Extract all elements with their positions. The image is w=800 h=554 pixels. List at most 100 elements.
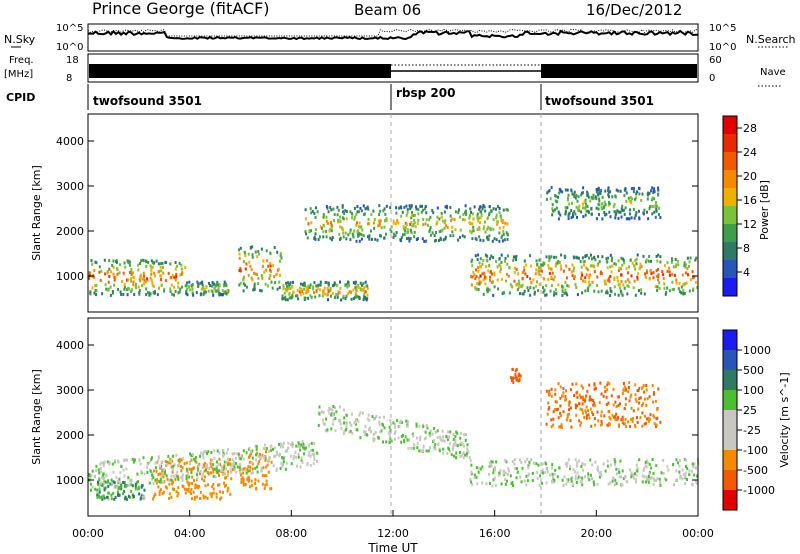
velocity-colorbar-swatch xyxy=(723,430,737,450)
power-cell xyxy=(345,294,348,298)
power-colorbar-swatch xyxy=(723,206,737,224)
power-cell xyxy=(142,282,145,286)
velocity-cell xyxy=(509,474,512,478)
power-cell xyxy=(392,219,395,223)
power-cell xyxy=(688,260,691,264)
velocity-cell xyxy=(265,447,268,451)
velocity-cell xyxy=(212,487,215,491)
power-cell xyxy=(289,287,292,290)
velocity-cell xyxy=(127,494,130,498)
velocity-cell xyxy=(547,407,550,411)
power-cell xyxy=(282,284,285,288)
power-cell xyxy=(436,206,439,210)
power-cell xyxy=(405,204,408,208)
power-cell xyxy=(554,208,556,212)
velocity-cell xyxy=(168,496,171,500)
velocity-cell xyxy=(565,482,568,486)
velocity-cell xyxy=(488,482,491,485)
power-cell xyxy=(607,189,610,193)
power-cell xyxy=(550,284,553,288)
xtick-label: 00:00 xyxy=(682,527,714,540)
velocity-cell xyxy=(574,406,577,410)
power-cell xyxy=(630,187,633,191)
power-cell xyxy=(476,258,479,261)
power-cell xyxy=(582,260,585,264)
power-cell xyxy=(151,281,154,285)
velocity-cell xyxy=(611,479,614,483)
power-cell xyxy=(330,229,333,233)
power-cell xyxy=(617,283,620,287)
power-cell xyxy=(604,203,607,207)
velocity-cell xyxy=(373,417,376,421)
velocity-cell xyxy=(129,481,132,485)
power-cell xyxy=(662,273,665,277)
velocity-cell xyxy=(559,396,562,400)
power-cell xyxy=(370,229,372,233)
velocity-cell xyxy=(201,477,204,481)
power-cell xyxy=(344,297,347,300)
power-cell xyxy=(347,284,350,288)
velocity-cell xyxy=(608,415,611,419)
velocity-cell xyxy=(203,450,206,454)
power-cell xyxy=(342,294,345,298)
velocity-cell xyxy=(614,400,617,404)
velocity-cell xyxy=(588,383,591,387)
velocity-cell xyxy=(286,448,289,452)
velocity-cell xyxy=(646,397,649,401)
power-cell xyxy=(223,280,226,284)
velocity-cell xyxy=(220,469,223,472)
velocity-cell xyxy=(98,478,101,482)
power-cell xyxy=(363,292,366,296)
power-cell xyxy=(566,198,569,202)
power-cell xyxy=(646,210,648,214)
velocity-cell xyxy=(140,470,143,474)
velocity-cell xyxy=(641,424,644,428)
velocity-cell xyxy=(251,467,254,471)
velocity-cell xyxy=(566,413,569,417)
velocity-cell xyxy=(641,480,644,484)
velocity-cell xyxy=(615,405,618,408)
power-cell xyxy=(506,222,509,226)
power-cell xyxy=(573,275,576,278)
velocity-cell xyxy=(317,423,320,427)
velocity-cell xyxy=(313,441,316,445)
velocity-cell xyxy=(385,440,388,444)
power-cell xyxy=(468,216,471,220)
power-colorbar-swatches xyxy=(723,116,737,296)
power-cell xyxy=(138,288,141,292)
velocity-cell xyxy=(198,497,201,501)
power-cell xyxy=(429,215,432,219)
power-cell xyxy=(161,261,164,265)
velocity-cell xyxy=(493,468,496,472)
power-cell xyxy=(473,205,476,209)
power-cell xyxy=(535,284,538,288)
power-cell xyxy=(585,209,588,213)
velocity-cell xyxy=(560,426,563,429)
power-cell xyxy=(607,190,610,194)
ytick-label: 3000 xyxy=(56,180,84,193)
power-cell xyxy=(326,221,329,225)
power-cell xyxy=(591,264,594,268)
power-cell xyxy=(144,259,147,263)
power-cell xyxy=(482,258,485,262)
power-cell xyxy=(217,285,220,289)
velocity-cell xyxy=(588,395,591,399)
power-cell xyxy=(501,277,504,281)
power-cell xyxy=(645,258,648,262)
power-cell xyxy=(564,280,567,284)
velocity-cell xyxy=(199,490,202,494)
velocity-cell xyxy=(615,481,618,485)
power-cell xyxy=(487,287,490,291)
power-cell xyxy=(560,284,563,288)
power-cell xyxy=(694,258,697,262)
velocity-cell xyxy=(162,475,165,479)
power-cell xyxy=(128,263,131,267)
power-cell xyxy=(643,208,646,212)
velocity-cell xyxy=(216,464,219,468)
power-cell xyxy=(266,259,269,263)
velocity-cell xyxy=(546,470,549,474)
velocity-cell xyxy=(215,467,218,471)
power-cell xyxy=(470,275,472,279)
power-cell xyxy=(620,273,623,277)
